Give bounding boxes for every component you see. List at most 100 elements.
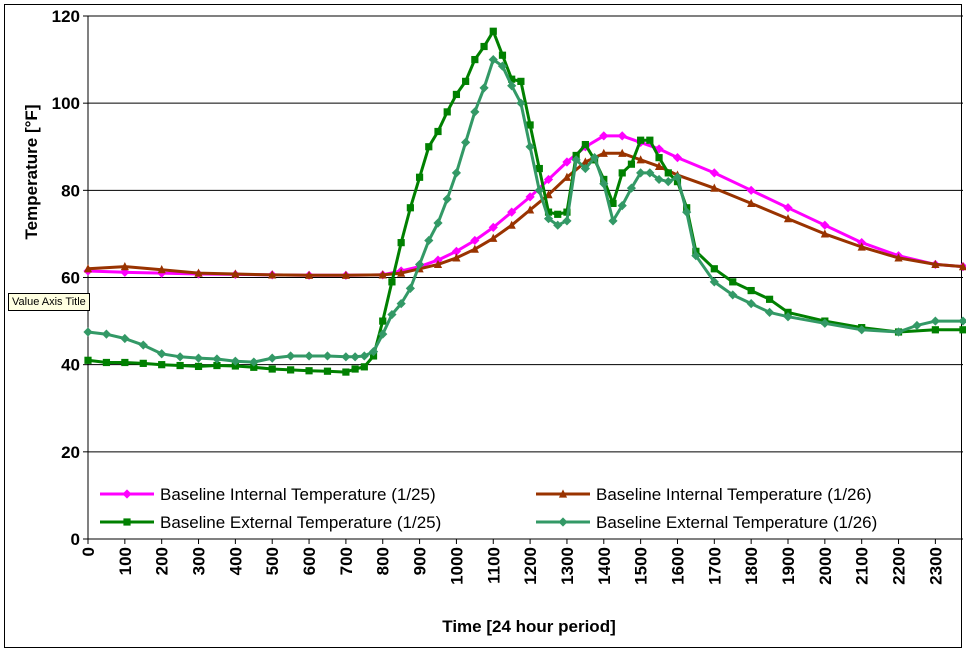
series-2-point bbox=[747, 198, 756, 208]
series-4-point bbox=[912, 320, 922, 331]
y-tick-label-0: 0 bbox=[71, 530, 80, 549]
series-2-point bbox=[958, 262, 966, 271]
series-4-point bbox=[451, 168, 462, 178]
series-1-point bbox=[562, 157, 572, 167]
series-4-point bbox=[387, 309, 397, 320]
legend-label: Baseline Internal Temperature (1/25) bbox=[160, 485, 436, 504]
series-4[interactable] bbox=[83, 54, 966, 367]
series-3-point bbox=[655, 154, 663, 162]
series-1-point bbox=[672, 153, 683, 163]
series-4-point bbox=[470, 107, 480, 117]
series-3-point bbox=[535, 164, 543, 173]
series-3-point bbox=[287, 366, 295, 374]
series-4-point bbox=[543, 214, 554, 224]
axes bbox=[83, 15, 963, 544]
series-4-point bbox=[368, 346, 379, 357]
series-4-point bbox=[608, 216, 618, 226]
legend-entry-1[interactable]: Baseline Internal Temperature (1/25) bbox=[100, 485, 436, 504]
series-3-point bbox=[765, 295, 774, 303]
x-tick-label-800: 800 bbox=[374, 547, 393, 575]
legend-entry-2[interactable]: Baseline Internal Temperature (1/26) bbox=[536, 485, 872, 504]
series-4-point bbox=[414, 259, 425, 270]
series-4-line[interactable] bbox=[87, 58, 963, 364]
y-tick-label-80: 80 bbox=[61, 181, 80, 200]
x-tick-label-2200: 2200 bbox=[890, 547, 909, 585]
series-4-point bbox=[672, 172, 683, 182]
legend-swatch-marker bbox=[558, 517, 568, 527]
series-3-point bbox=[194, 362, 203, 371]
x-axis-title[interactable]: Time [24 hour period] bbox=[442, 617, 616, 636]
series-4-point bbox=[286, 351, 296, 361]
series-2-point bbox=[599, 148, 608, 157]
series-2-point bbox=[562, 172, 572, 181]
series-4-point bbox=[746, 299, 756, 309]
series-3-point bbox=[323, 367, 332, 375]
series-4-point bbox=[525, 142, 535, 152]
series-4-point bbox=[424, 235, 434, 246]
series-3-point bbox=[710, 265, 718, 273]
series-4-point bbox=[157, 349, 167, 359]
series-4-point bbox=[101, 329, 112, 339]
chart-area-border bbox=[4, 4, 962, 648]
x-tick-label-1000: 1000 bbox=[447, 547, 466, 585]
x-tick-label-1300: 1300 bbox=[558, 547, 577, 585]
series-1-point bbox=[746, 185, 756, 195]
series-3-point bbox=[747, 286, 755, 295]
series-4-point bbox=[433, 218, 443, 228]
y-tick-label-40: 40 bbox=[61, 356, 80, 375]
y-tick-label-120: 120 bbox=[52, 7, 80, 26]
series-4-point bbox=[304, 351, 314, 361]
series-2-point bbox=[581, 157, 590, 166]
x-tick-label-2100: 2100 bbox=[853, 547, 872, 585]
y-axis-title[interactable]: Temperature [°F] bbox=[22, 105, 41, 240]
series-3-point bbox=[176, 361, 184, 370]
series-4-point bbox=[728, 290, 738, 300]
series-3-point bbox=[434, 127, 442, 136]
legend[interactable]: Baseline Internal Temperature (1/25) Base… bbox=[100, 485, 877, 532]
series-1-point bbox=[617, 131, 627, 141]
x-tick-label-900: 900 bbox=[411, 547, 430, 575]
x-tick-label-1900: 1900 bbox=[779, 547, 798, 585]
series-3-point bbox=[443, 108, 451, 116]
series-1-point bbox=[543, 174, 554, 185]
series-4-point bbox=[682, 207, 692, 217]
series-3-point bbox=[139, 359, 147, 367]
series-4-point bbox=[562, 216, 572, 226]
legend-entry-3[interactable]: Baseline External Temperature (1/25) bbox=[100, 513, 441, 532]
x-tick-label-1500: 1500 bbox=[632, 547, 651, 585]
series-4-point bbox=[930, 316, 940, 326]
series-3-point bbox=[351, 365, 359, 373]
legend-entry-4[interactable]: Baseline External Temperature (1/26) bbox=[536, 513, 877, 532]
series-3-point bbox=[498, 51, 507, 59]
series-3-point bbox=[526, 121, 534, 129]
x-tick-label-700: 700 bbox=[337, 547, 356, 575]
series-1-point bbox=[820, 220, 830, 230]
series-1-point bbox=[599, 131, 609, 141]
x-tick-label-400: 400 bbox=[226, 547, 245, 575]
axis-title-tooltip: Value Axis Title bbox=[8, 293, 90, 311]
series-2-point bbox=[470, 244, 479, 253]
series-2-point bbox=[857, 242, 866, 251]
series-4-point bbox=[396, 299, 406, 309]
series-4-point bbox=[350, 352, 360, 362]
series-1-point bbox=[451, 246, 462, 256]
legend-swatch-marker bbox=[122, 489, 132, 499]
legend-label: Baseline External Temperature (1/26) bbox=[596, 513, 877, 532]
series-4-point bbox=[764, 307, 775, 317]
series-2-point bbox=[397, 268, 406, 277]
series-4-point bbox=[479, 83, 489, 93]
series-3-point bbox=[425, 143, 433, 151]
series-3-point bbox=[627, 160, 636, 168]
series-2-point bbox=[526, 205, 535, 214]
series-4-point bbox=[617, 200, 627, 211]
series-4-point bbox=[599, 179, 609, 189]
series-4-point bbox=[267, 353, 277, 363]
series-1-point bbox=[783, 203, 793, 213]
series-4-point bbox=[534, 185, 544, 195]
series-4-point bbox=[516, 98, 526, 108]
series-3-point bbox=[360, 363, 368, 371]
series-2-point bbox=[157, 265, 166, 274]
series-4-point bbox=[645, 168, 655, 178]
series-4-point bbox=[230, 356, 240, 366]
